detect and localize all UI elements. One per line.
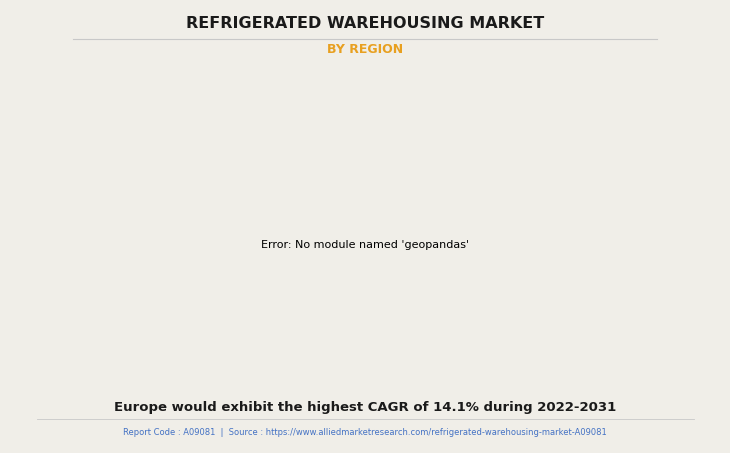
Text: REFRIGERATED WAREHOUSING MARKET: REFRIGERATED WAREHOUSING MARKET <box>186 16 544 31</box>
Text: Error: No module named 'geopandas': Error: No module named 'geopandas' <box>261 240 469 250</box>
Text: BY REGION: BY REGION <box>327 43 403 56</box>
Text: Europe would exhibit the highest CAGR of 14.1% during 2022-2031: Europe would exhibit the highest CAGR of… <box>114 401 616 414</box>
Text: Report Code : A09081  |  Source : https://www.alliedmarketresearch.com/refrigera: Report Code : A09081 | Source : https://… <box>123 428 607 437</box>
